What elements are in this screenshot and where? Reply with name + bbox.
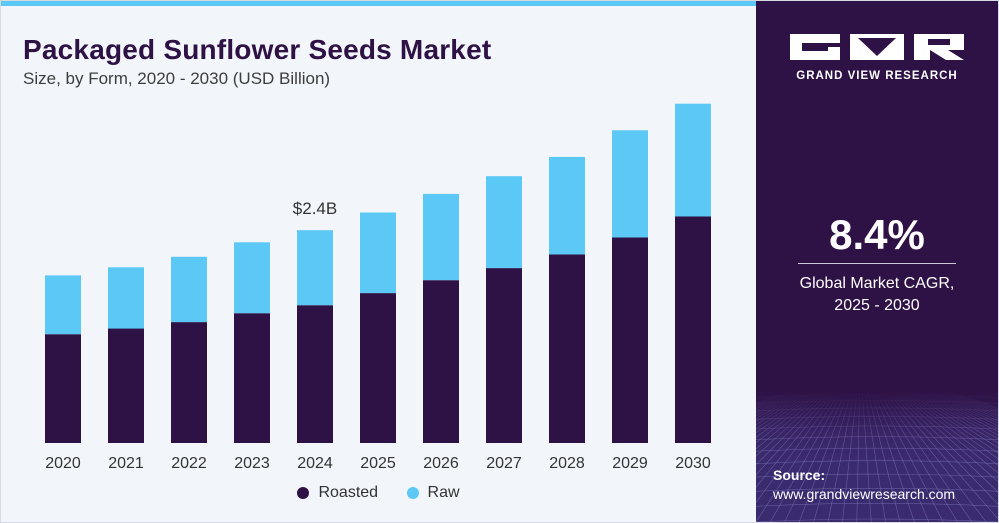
bar-roasted-2020: [45, 334, 81, 443]
cagr-label: Global Market CAGR, 2025 - 2030: [756, 273, 998, 317]
data-label-2024: $2.4B: [293, 199, 337, 218]
chart-panel: Packaged Sunflower Seeds Market Size, by…: [1, 1, 756, 522]
chart-title: Packaged Sunflower Seeds Market: [23, 34, 492, 65]
bar-roasted-2023: [234, 313, 270, 443]
legend-label-roasted: Roasted: [318, 484, 379, 501]
chart-subtitle: Size, by Form, 2020 - 2030 (USD Billion): [23, 69, 331, 88]
bar-raw-2021: [108, 267, 144, 329]
bar-roasted-2022: [171, 322, 207, 443]
brand-logo-icon: [790, 34, 964, 60]
legend-item-raw: Raw: [406, 484, 460, 502]
side-panel: GRAND VIEW RESEARCH 8.4% Global Market C…: [756, 1, 998, 522]
bar-raw-2027: [486, 176, 522, 269]
x-tick-label-2026: 2026: [423, 455, 459, 472]
x-tick-label-2023: 2023: [234, 455, 270, 472]
bar-raw-2024: [297, 230, 333, 306]
bar-roasted-2027: [486, 268, 522, 443]
bar-roasted-2028: [549, 254, 585, 443]
brand-name: GRAND VIEW RESEARCH: [796, 70, 958, 82]
cagr-label-line-2: 2025 - 2030: [834, 297, 920, 314]
source-link[interactable]: www.grandviewresearch.com: [773, 486, 956, 502]
x-tick-label-2020: 2020: [45, 455, 81, 472]
legend-swatch-raw: [406, 487, 419, 499]
cagr-value: 8.4%: [829, 211, 925, 258]
bar-roasted-2030: [675, 216, 711, 443]
x-tick-label-2028: 2028: [549, 455, 585, 472]
x-tick-label-2025: 2025: [360, 455, 396, 472]
bar-raw-2020: [45, 275, 81, 335]
x-tick-label-2022: 2022: [171, 455, 207, 472]
bar-raw-2030: [675, 103, 711, 217]
bar-raw-2022: [171, 256, 207, 323]
bar-raw-2028: [549, 156, 585, 255]
legend-swatch-roasted: [297, 487, 310, 499]
bar-roasted-2025: [360, 293, 396, 443]
source-label: Source:: [773, 467, 826, 483]
x-tick-label-2021: 2021: [108, 455, 144, 472]
bar-raw-2023: [234, 242, 270, 314]
legend-item-roasted: Roasted: [297, 484, 378, 502]
bar-raw-2026: [423, 193, 459, 281]
legend-label-raw: Raw: [427, 484, 460, 501]
bar-raw-2029: [612, 130, 648, 238]
bar-roasted-2026: [423, 280, 459, 443]
cagr-label-line-1: Global Market CAGR,: [799, 275, 955, 292]
chart-legend: Roasted Raw: [1, 484, 756, 504]
x-tick-label-2024: 2024: [297, 455, 333, 472]
bar-chart: 2020 2021 2022 2023 2024 $2.4B 2025 2026 2027 202…: [45, 103, 711, 472]
bar-raw-2025: [360, 212, 396, 294]
cagr-divider: [798, 263, 956, 264]
bar-roasted-2021: [108, 328, 144, 443]
bar-roasted-2024: [297, 305, 333, 443]
x-tick-label-2030: 2030: [675, 455, 711, 472]
bar-roasted-2029: [612, 237, 648, 443]
x-tick-label-2027: 2027: [486, 455, 522, 472]
mesh-background-graphic: [756, 391, 998, 522]
x-tick-label-2029: 2029: [612, 455, 648, 472]
